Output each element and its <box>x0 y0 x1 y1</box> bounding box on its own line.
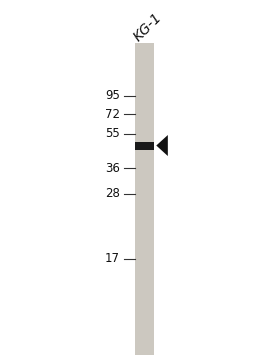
Text: 55: 55 <box>105 127 120 140</box>
Text: 95: 95 <box>105 89 120 102</box>
Text: 17: 17 <box>105 252 120 265</box>
Text: 36: 36 <box>105 162 120 175</box>
Text: 28: 28 <box>105 187 120 200</box>
Text: KG-1: KG-1 <box>131 11 164 45</box>
Bar <box>135 43 154 355</box>
Text: 72: 72 <box>105 108 120 121</box>
Polygon shape <box>156 135 168 156</box>
Bar <box>135 142 154 150</box>
